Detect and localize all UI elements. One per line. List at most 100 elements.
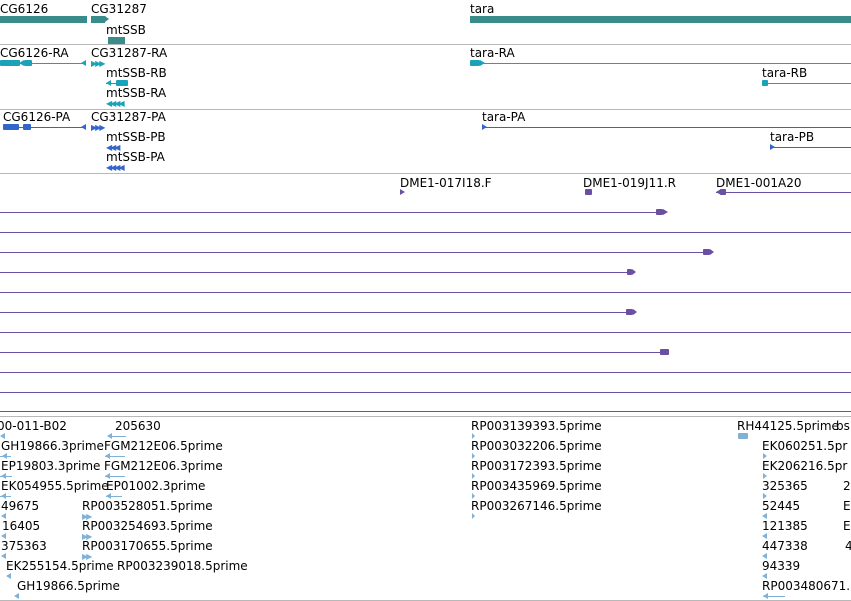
- est-line: [0, 456, 11, 457]
- exon-block: [470, 60, 480, 66]
- clone-span-line[interactable]: [0, 392, 851, 393]
- est-label: GH19866.5prime: [17, 579, 120, 593]
- est-label: RP003480671.: [762, 579, 851, 593]
- est-arrow-icon: [472, 433, 475, 439]
- est-label: 205630: [115, 419, 161, 433]
- est-label: RP003032206.5prime: [471, 439, 602, 453]
- est-line: [0, 476, 12, 477]
- intron-line: [482, 127, 851, 128]
- strand-arrow-icon: [716, 189, 721, 195]
- est-label: RP003139393.5prime: [471, 419, 602, 433]
- gene-bar: [0, 16, 87, 23]
- est-label: 49675: [1, 499, 40, 513]
- intron-line: [762, 83, 851, 84]
- transcript-label: CG31287-RA: [91, 46, 168, 60]
- est-label: EK206216.5pr: [762, 459, 848, 473]
- clone-end-block: [656, 209, 663, 215]
- est-arrow-icon: [762, 553, 767, 559]
- est-label: 121385: [762, 519, 808, 533]
- est-label: RP003528051.5prime: [82, 499, 213, 513]
- est-arrow-icon: [472, 493, 475, 499]
- clone-end-block: [627, 269, 632, 275]
- strand-arrow-icon: [632, 269, 636, 275]
- protein-label: mtSSB-PA: [106, 150, 165, 164]
- est-arrow-icon: [763, 453, 767, 459]
- chevron-left-icon: ◀◀◀◀: [106, 99, 125, 108]
- gene-label: CG6126: [0, 2, 49, 16]
- est-label: 447338: [762, 539, 808, 553]
- est-arrow-icon: [762, 533, 767, 539]
- clone-label: DME1-019J11.R: [583, 176, 677, 190]
- est-label: EK060251.5pr: [762, 439, 848, 453]
- transcript-label: tara-RB: [762, 66, 808, 80]
- est-label: RP003267146.5prime: [471, 499, 602, 513]
- est-label: RP003170655.5prime: [82, 539, 213, 553]
- est-label: EK054955.5prime: [1, 479, 109, 493]
- clone-span-line[interactable]: [0, 411, 851, 412]
- est-line: [0, 496, 11, 497]
- gene-label: tara: [470, 2, 495, 16]
- protein-label: CG31287-PA: [91, 110, 166, 124]
- est-label: 325365: [762, 479, 808, 493]
- intron-line: [3, 127, 86, 128]
- est-label: RP003239018.5prime: [117, 559, 248, 573]
- clone-span-line[interactable]: [0, 252, 706, 253]
- clone-span-line[interactable]: [0, 352, 662, 353]
- strand-arrow-icon: [633, 309, 637, 315]
- est-label: 00-011-B02: [0, 419, 67, 433]
- transcript-label: CG6126-RA: [0, 46, 69, 60]
- chevron-right-icon: ▶▶: [82, 532, 92, 541]
- est-label: 375363: [1, 539, 47, 553]
- clone-label: DME1-001A20: [716, 176, 802, 190]
- track-divider: [0, 173, 851, 174]
- est-label: EP01002.3prime: [106, 479, 206, 493]
- clone-span-line: [716, 192, 851, 193]
- protein-label: tara-PA: [482, 110, 526, 124]
- clone-span-line[interactable]: [0, 232, 851, 233]
- chevron-right-icon: ▶▶: [82, 512, 92, 521]
- est-arrow-icon: [472, 513, 475, 519]
- est-arrow-icon: [14, 593, 19, 599]
- clone-span-line[interactable]: [0, 332, 851, 333]
- clone-span-line[interactable]: [0, 272, 630, 273]
- gene-label: CG31287: [91, 2, 147, 16]
- cds-block: [3, 124, 19, 130]
- est-label: RP003172393.5prime: [471, 459, 602, 473]
- protein-label: mtSSB-PB: [106, 130, 166, 144]
- clone-span-line[interactable]: [0, 212, 660, 213]
- est-label: EP19803.3prime: [1, 459, 101, 473]
- est-label: 16405: [2, 519, 41, 533]
- est-label: 94339: [762, 559, 801, 573]
- est-arrow-icon: [762, 573, 767, 579]
- strand-arrow-icon: [663, 209, 668, 215]
- est-arrow-icon: [1, 553, 6, 559]
- exon-block: [116, 80, 128, 86]
- clone-span-line[interactable]: [0, 372, 851, 373]
- gene-label: mtSSB: [106, 23, 146, 37]
- clone-end-block: [626, 309, 633, 315]
- strand-arrow-icon: [770, 144, 775, 150]
- est-arrow-icon: [1, 513, 6, 519]
- strand-arrow-icon: [400, 189, 405, 195]
- est-label: 52445: [762, 499, 801, 513]
- est-arrow-icon: [763, 493, 767, 499]
- est-line: [105, 456, 125, 457]
- est-label: RP003435969.5prime: [471, 479, 602, 493]
- track-divider: [0, 44, 851, 45]
- clone-span-line[interactable]: [0, 292, 851, 293]
- est-line: [106, 496, 122, 497]
- intron-line: [770, 147, 851, 148]
- strand-arrow-icon: [482, 124, 487, 130]
- est-arrow-icon: [6, 573, 11, 579]
- strand-arrow-icon: [105, 16, 109, 22]
- chevron-right-icon: ▶▶▶: [91, 123, 106, 132]
- clone-span-line[interactable]: [0, 312, 630, 313]
- est-arrow-icon: [472, 453, 475, 459]
- est-block: [738, 433, 748, 439]
- chevron-right-icon: ▶▶: [82, 552, 92, 561]
- exon-block: [762, 80, 768, 86]
- strand-arrow-icon: [81, 60, 86, 66]
- strand-arrow-icon: [710, 249, 714, 255]
- est-label: GH19866.3prime: [1, 439, 104, 453]
